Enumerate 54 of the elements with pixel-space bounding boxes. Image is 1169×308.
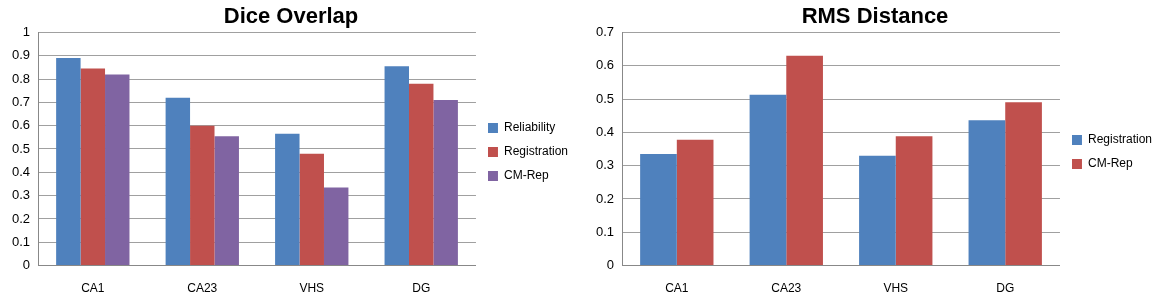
y-tick-label: 0.7 xyxy=(11,93,31,109)
bar xyxy=(433,100,458,266)
bar xyxy=(56,58,81,266)
x-tick-label: CA23 xyxy=(187,281,218,296)
chart-title: Dice Overlap xyxy=(223,3,359,29)
y-tick-label: 0.2 xyxy=(595,190,615,206)
y-tick-label: 0.6 xyxy=(11,117,31,133)
y-tick-label: 1 xyxy=(22,23,31,39)
legend-label: CM-Rep xyxy=(503,168,549,183)
y-tick-label: 0.7 xyxy=(595,23,615,39)
y-tick-label: 0 xyxy=(606,257,615,273)
bar xyxy=(895,136,933,266)
bar xyxy=(323,187,349,266)
y-tick-label: 0.9 xyxy=(11,47,31,63)
legend-label: CM-Rep xyxy=(1087,156,1133,171)
bar xyxy=(1005,102,1042,266)
x-tick-label: CA23 xyxy=(771,281,802,296)
y-tick-label: 0.3 xyxy=(595,157,615,173)
x-tick-label: CA1 xyxy=(665,281,689,296)
bar xyxy=(676,139,714,266)
bar xyxy=(384,66,410,266)
x-tick-label: CA1 xyxy=(81,281,105,296)
bar xyxy=(640,154,677,266)
y-tick-label: 0.4 xyxy=(11,163,31,179)
y-tick-label: 0.3 xyxy=(11,187,31,203)
bar xyxy=(190,125,215,266)
x-tick-label: VHS xyxy=(883,281,909,296)
legend-label: Registration xyxy=(1087,132,1152,147)
bar xyxy=(968,120,1006,266)
y-tick-label: 0.6 xyxy=(595,57,615,73)
bar xyxy=(409,83,434,266)
y-tick-label: 0.1 xyxy=(11,233,31,249)
bar xyxy=(859,155,896,266)
bar xyxy=(786,55,823,266)
x-tick-label: VHS xyxy=(299,281,325,296)
y-tick-label: 0.4 xyxy=(595,123,615,139)
y-tick-label: 0 xyxy=(22,257,31,273)
bar xyxy=(165,97,191,266)
x-tick-label: DG xyxy=(412,281,431,296)
y-tick-label: 0.2 xyxy=(11,210,31,226)
bar xyxy=(214,136,239,266)
y-tick-label: 0.5 xyxy=(11,140,31,156)
x-tick-label: DG xyxy=(996,281,1015,296)
bar xyxy=(80,68,106,266)
bar xyxy=(275,133,300,266)
y-tick-label: 0.5 xyxy=(595,90,615,106)
bar xyxy=(749,94,787,266)
bar xyxy=(105,74,130,266)
chart-title: RMS Distance xyxy=(801,3,949,29)
y-tick-label: 0.8 xyxy=(11,70,31,86)
bar xyxy=(299,153,324,266)
y-tick-label: 0.1 xyxy=(595,223,615,239)
legend-label: Registration xyxy=(503,144,568,159)
legend-label: Reliability xyxy=(503,120,556,135)
